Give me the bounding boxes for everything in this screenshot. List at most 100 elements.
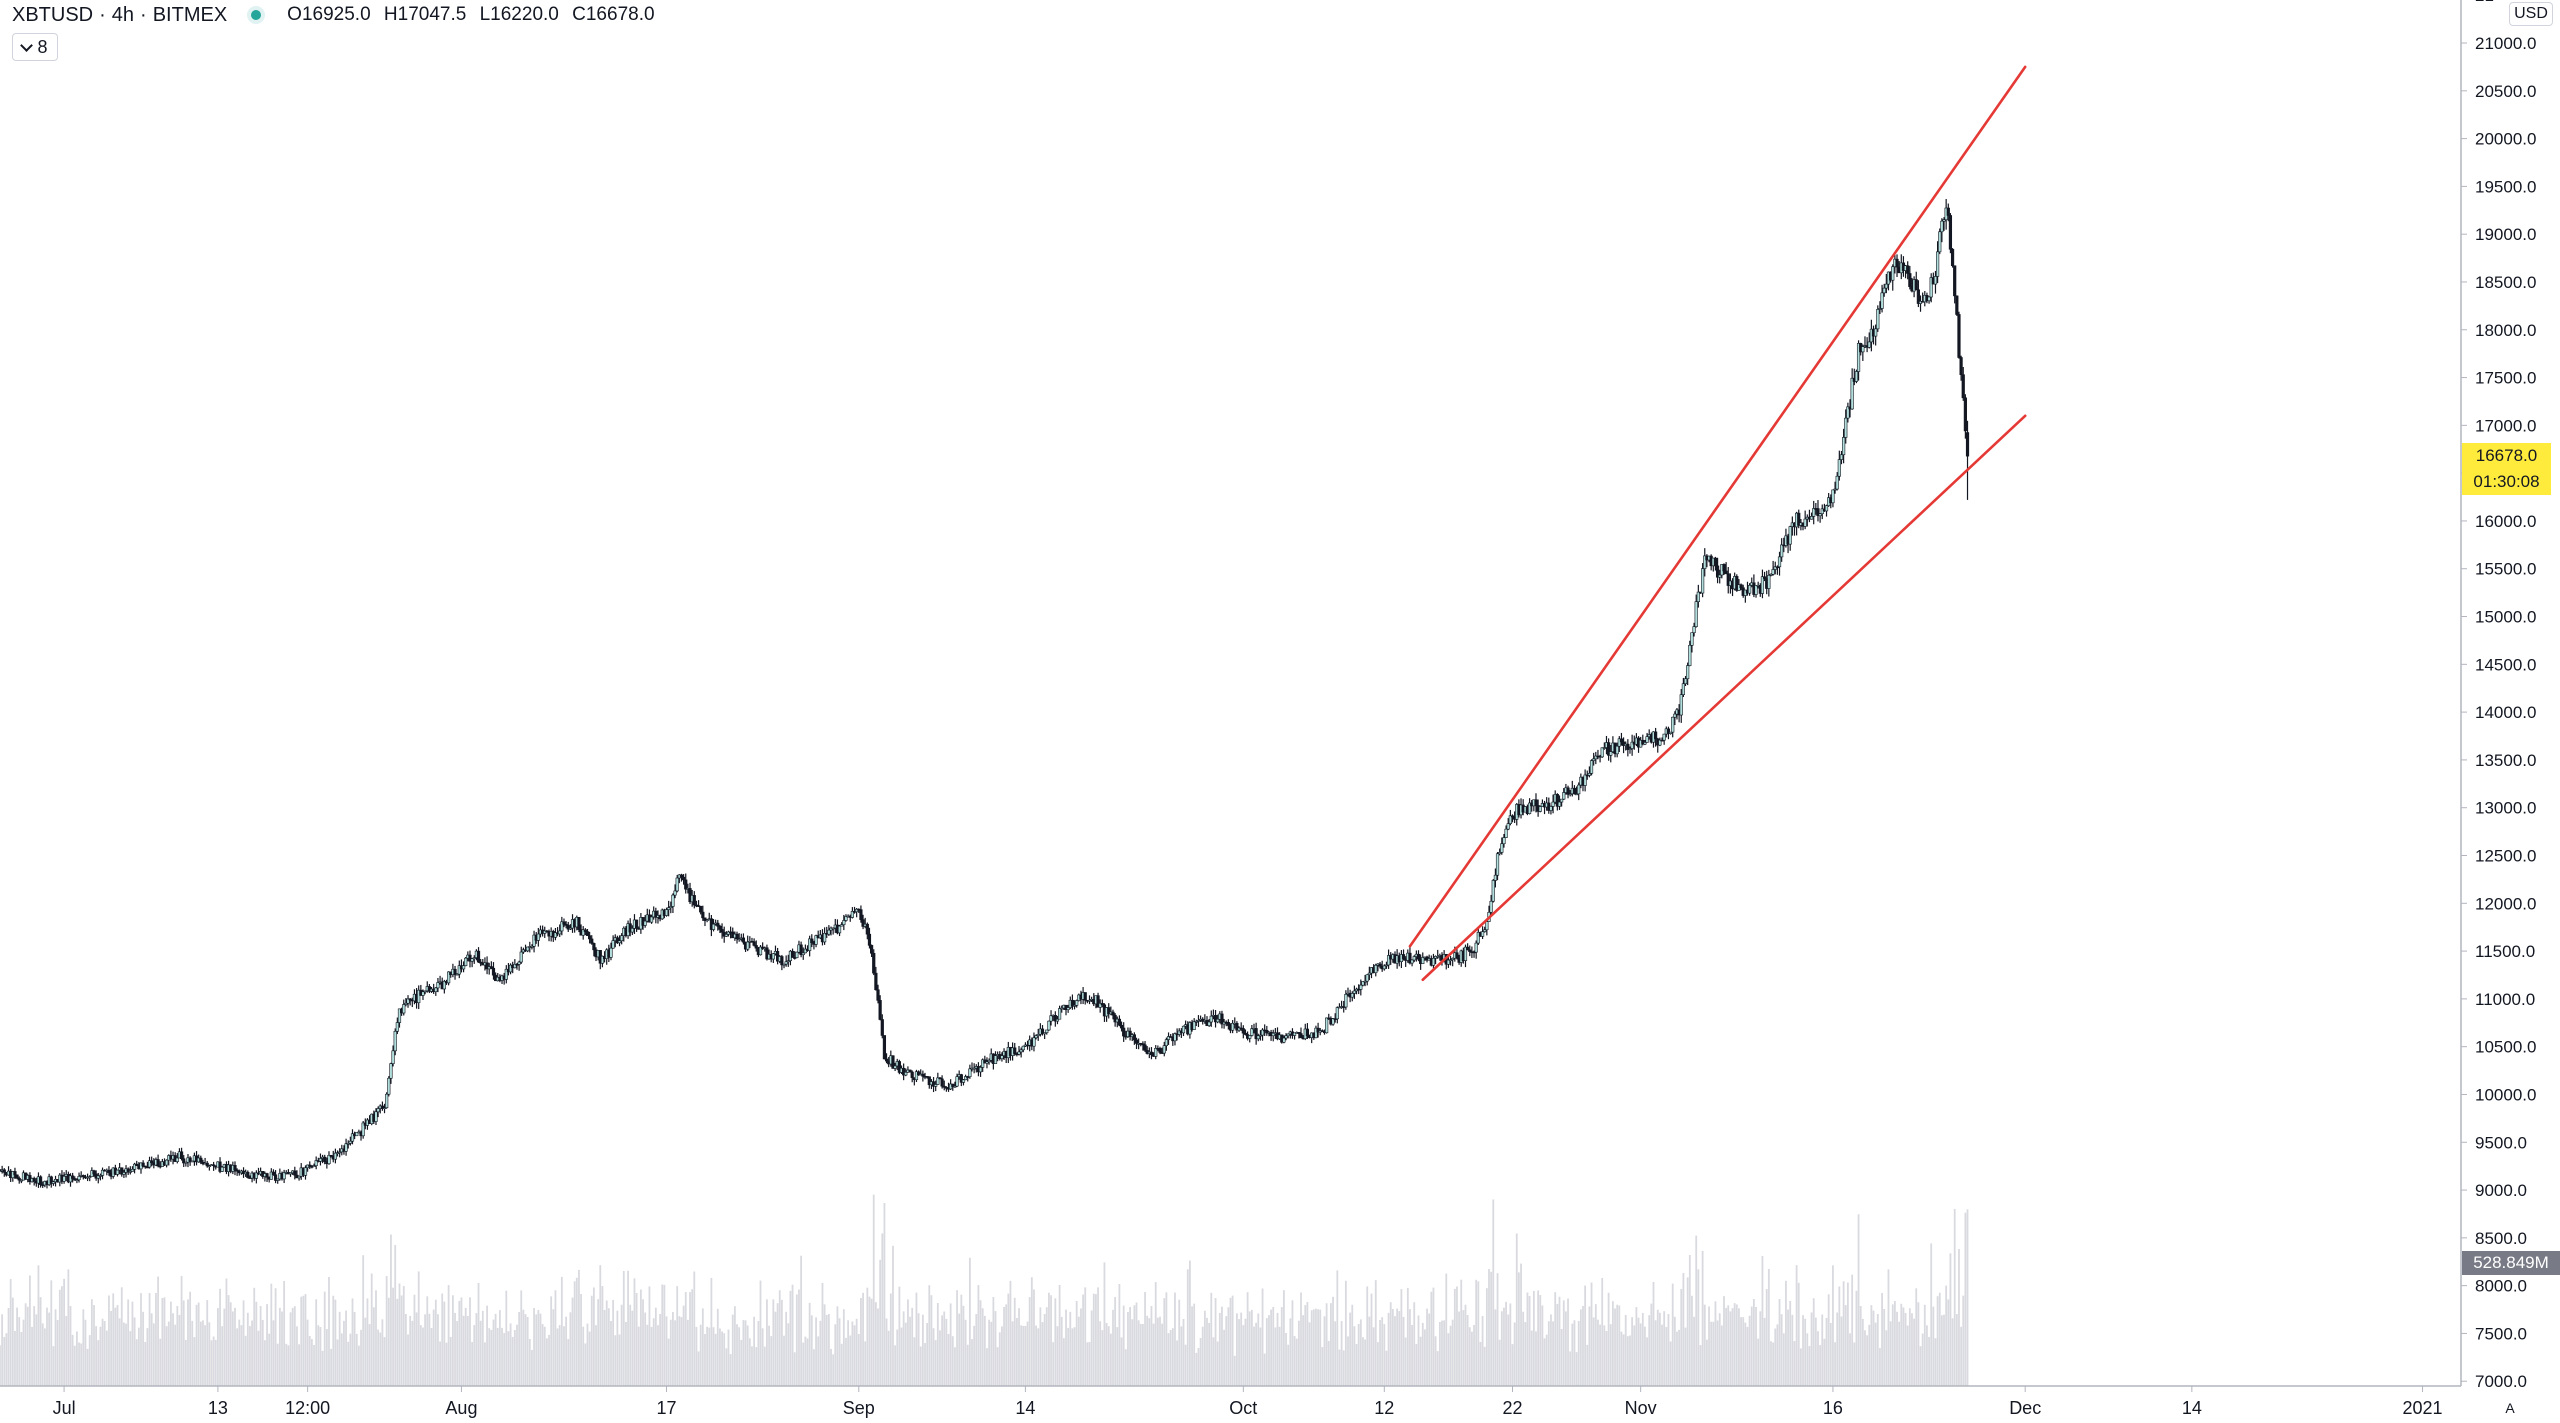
volume-bar [1355,1344,1358,1386]
time-axis[interactable]: Jul 13 12:00 Aug 17 Sep 14 Oct 12 22 Nov 16 Dec 14 202… [53,1386,2443,1418]
volume-bar [419,1325,422,1386]
volume-bar [622,1270,625,1386]
trendlines[interactable] [1408,65,2027,982]
volume-bar [1814,1317,1817,1386]
volume-bar [281,1311,283,1386]
time-axis-tick-label: 22 [1502,1398,1522,1418]
candle-body [1654,731,1658,740]
volume-bar [889,1293,892,1386]
volume-bar [0,1345,1,1386]
candle-body [850,911,854,918]
volume-bar [400,1295,403,1386]
candle-body [630,928,634,933]
trendline[interactable] [1421,414,2027,982]
candle-body [303,1167,308,1176]
volume-bar [334,1299,337,1386]
volume-bar [823,1304,826,1386]
candle-body [1260,1029,1265,1036]
candle-body [564,923,568,926]
candle-body [513,963,517,969]
volume-bar [1223,1329,1225,1386]
candle-body [128,1171,132,1173]
indicators-toggle-button[interactable]: 8 [12,33,58,61]
volume-bar [1678,1329,1681,1386]
candle-body [472,957,476,960]
price-axis[interactable]: 7000.0 7500.0 8000.0 8500.0 9000.0 9500.0 1000… [2461,0,2536,1391]
volume-bar [842,1309,845,1386]
volume-bar [1787,1309,1789,1386]
auto-scale-button[interactable]: A [2505,1400,2515,1416]
volume-bar [1812,1298,1815,1386]
volume-bar [1186,1269,1189,1386]
volume-bar [1556,1303,1559,1386]
volume-bar [285,1343,288,1386]
candle-body [288,1172,293,1175]
volume-bar [353,1311,356,1386]
candle-body [1384,964,1389,967]
price-axis-tick-label: 19000.0 [2475,225,2536,244]
volume-bar [949,1303,952,1386]
candle-body [1045,1029,1049,1033]
volume-bar [1932,1306,1935,1386]
volume-bar [1426,1308,1428,1386]
volume-bar [1434,1336,1437,1386]
candle-body [1950,249,1955,267]
trendline[interactable] [1408,65,2027,948]
candle-body [1679,694,1683,716]
volume-bar [738,1327,741,1386]
volume-bar [16,1307,18,1386]
volume-bar [90,1299,93,1386]
symbol-name[interactable]: XBTUSD [12,3,94,26]
volume-bar [1829,1322,1832,1386]
volume-bar [1246,1292,1249,1386]
candle-body [1713,557,1718,567]
candle-body [1483,929,1487,932]
volume-bar [827,1314,830,1386]
volume-bar [1817,1331,1819,1386]
volume-bar [144,1341,147,1386]
volume-bar [161,1298,164,1386]
candle-body [562,921,566,925]
candle-body [1668,731,1673,734]
candle-body [1574,793,1579,796]
volume-bar [1144,1291,1146,1386]
volume-bar [753,1316,756,1386]
candle-body [205,1162,209,1167]
volume-bar [1037,1328,1040,1386]
volume-bar [1938,1292,1941,1386]
candle-body [1504,828,1508,838]
volume-bar [445,1342,448,1386]
price-axis-tick-label: 21000.0 [2475,34,2536,53]
candle-body [1739,584,1743,589]
candle-body [643,920,647,926]
volume-bar [785,1311,788,1386]
price-axis-tick-label: 8000.0 [2475,1277,2527,1296]
volume-bar [1270,1309,1272,1386]
candle-body [156,1159,160,1167]
candle-body [741,937,746,943]
candle-body [671,894,675,907]
time-axis-tick-label: Sep [843,1398,875,1418]
volume-bar [1319,1309,1322,1386]
volume-bar [1765,1289,1768,1386]
volume-bar [165,1326,168,1386]
volume-bar [783,1335,785,1386]
interval-label[interactable]: 4h [111,3,135,26]
volume-bar [1671,1283,1674,1386]
volume-bar [1283,1290,1285,1386]
volume-bar [723,1333,726,1386]
volume-bar [364,1317,367,1386]
candle-body [566,925,570,930]
volume-bar [1505,1301,1507,1386]
volume-bar [1738,1308,1740,1386]
candle-body [1216,1018,1220,1023]
volume-bar [1445,1273,1448,1386]
volume-bar [1259,1327,1262,1386]
candle-body [1325,1017,1329,1034]
volume-bar [639,1289,642,1386]
currency-button[interactable]: USD [2509,2,2553,26]
volume-bar [1902,1307,1905,1386]
time-axis-tick-label: 12:00 [285,1398,330,1418]
volume-bar [928,1285,931,1386]
